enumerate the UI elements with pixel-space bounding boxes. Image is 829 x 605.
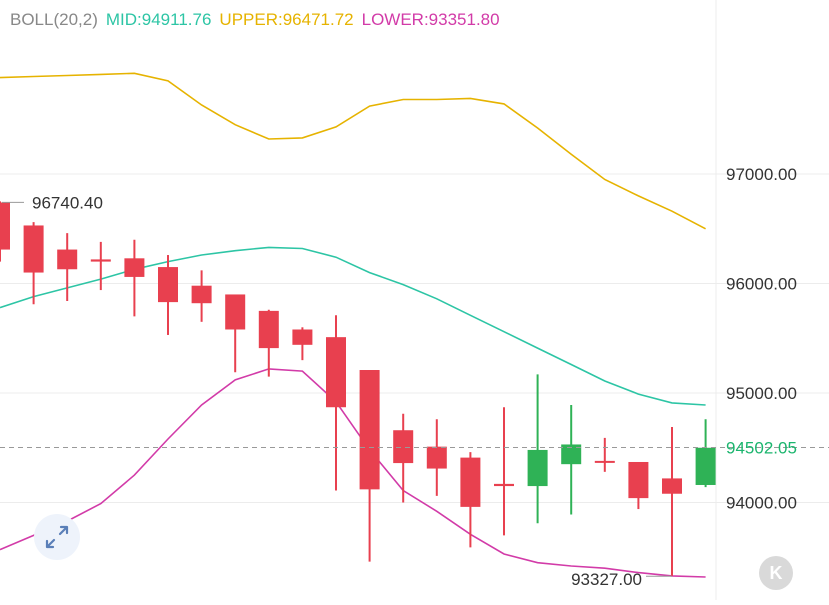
y-tick-label: 97000.00 [726,165,797,184]
candle [426,419,447,496]
high-price-label: 96740.40 [32,193,103,212]
candle [662,426,682,576]
candle [258,309,279,377]
candle [326,315,346,491]
boll-upper-line [0,72,706,230]
legend-mid: MID:94911.76 [105,10,212,29]
candle [225,294,246,373]
y-tick-label: 94000.00 [726,494,797,513]
y-tick-label: 95000.00 [726,384,797,403]
candle [158,255,178,335]
candle [628,461,649,510]
current-price-label: 94502.05 [726,439,797,458]
candle [594,437,615,472]
legend-lower: LOWER:93351.80 [361,10,500,29]
candle [494,407,514,536]
y-tick-label: 96000.00 [726,275,797,294]
candle [0,201,10,262]
candle [460,452,481,548]
boll-mid-line [0,246,706,406]
candle [90,241,111,291]
candle [191,270,212,322]
boll-legend: BOLL(20,2) MID:94911.76 UPPER:96471.72 LOWE… [10,10,508,30]
boll-lower-line [0,368,706,578]
candles [0,201,716,576]
expand-button[interactable] [34,514,80,560]
candle [695,419,716,488]
candle [23,222,44,305]
candle [124,239,145,317]
legend-upper: UPPER:96471.72 [219,10,354,29]
candle [359,370,380,562]
y-axis: 97000.00 96000.00 95000.00 94000.00 94502.05 [0,165,829,513]
candle [292,327,313,361]
legend-indicator-name: BOLL(20,2) [10,10,98,29]
candle [527,374,548,524]
k-button[interactable]: K [759,556,793,590]
annotations: 96740.40 93327.00 [2,193,672,589]
expand-arrows-icon [45,525,69,549]
candle [561,405,582,515]
bollinger-bands [0,72,706,578]
candle [393,413,414,503]
candle [57,233,78,302]
low-price-label: 93327.00 [571,570,642,589]
